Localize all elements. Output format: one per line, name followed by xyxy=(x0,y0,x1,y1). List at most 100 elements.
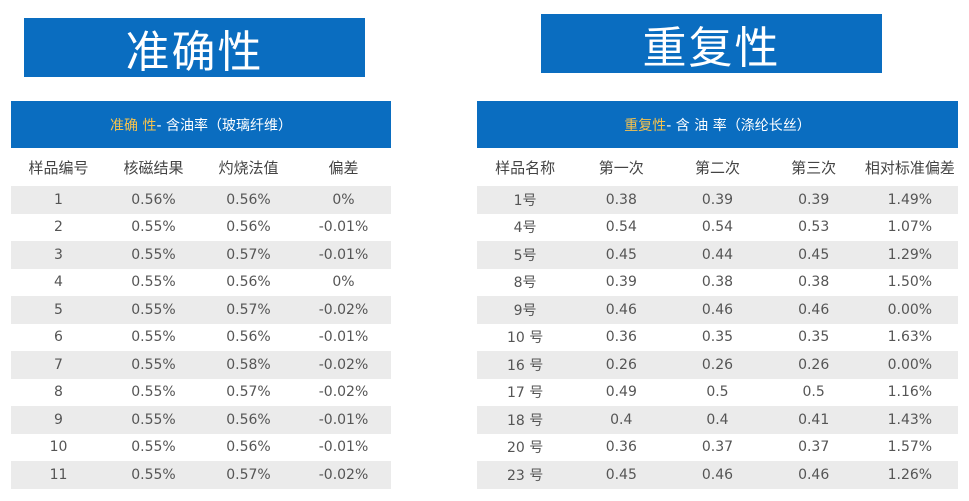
table-cell: 0.00% xyxy=(861,296,958,324)
table-cell: -0.02% xyxy=(296,351,391,379)
table-cell: -0.01% xyxy=(296,241,391,269)
table-row: 11 0.55% 0.57% -0.02% xyxy=(11,461,391,489)
table-cell: 0.36 xyxy=(573,323,670,351)
table-row: 10 0.55% 0.56% -0.01% xyxy=(11,433,391,461)
table-cell: 1.07% xyxy=(861,213,958,241)
table-cell: 0.56% xyxy=(201,268,296,296)
table-row: 18 号 0.4 0.4 0.41 1.43% xyxy=(477,406,958,434)
table-cell: 0.53 xyxy=(765,213,862,241)
column-header: 样品编号 xyxy=(28,158,89,177)
table-cell: 0.26 xyxy=(765,351,862,379)
table-cell: 0.4 xyxy=(669,406,766,434)
column-header: 第一次 xyxy=(598,158,644,177)
table-cell: 4号 xyxy=(477,213,574,241)
table-cell: 1 xyxy=(11,186,106,214)
table-cell: 0.56% xyxy=(106,186,201,214)
table-cell: 11 xyxy=(11,461,106,489)
table-cell: -0.01% xyxy=(296,406,391,434)
table-cell: 0.26 xyxy=(573,351,670,379)
table-row: 3 0.55% 0.57% -0.01% xyxy=(11,241,391,269)
column-header: 样品名称 xyxy=(495,158,556,177)
table-cell: 0.58% xyxy=(201,351,296,379)
table-cell: 1.16% xyxy=(861,378,958,406)
table-cell: 1.63% xyxy=(861,323,958,351)
column-header: 灼烧法值 xyxy=(218,158,279,177)
table-cell: 0.46 xyxy=(765,461,862,489)
table-cell: 0.44 xyxy=(669,241,766,269)
table-cell: 0.56% xyxy=(201,406,296,434)
table-cell: 0.5 xyxy=(765,378,862,406)
repeatability-panel: 重复性 - 含 油 率（涤纶长丝） 样品名称 第一次 第二次 第三次 相对标准偏差… xyxy=(477,101,958,489)
table-cell: 0.26 xyxy=(669,351,766,379)
table-cell: 9 xyxy=(11,406,106,434)
table-row: 6 0.55% 0.56% -0.01% xyxy=(11,323,391,351)
table-cell: 0.55% xyxy=(106,323,201,351)
table-cell: 0.54 xyxy=(573,213,670,241)
table-cell: 18 号 xyxy=(477,406,574,434)
repeatability-header-row: 样品名称 第一次 第二次 第三次 相对标准偏差 xyxy=(477,148,958,186)
accuracy-table-title: 准确 性- 含油率（玻璃纤维） xyxy=(11,101,391,148)
table-cell: 0.55% xyxy=(106,241,201,269)
table-cell: 0% xyxy=(296,268,391,296)
table-row: 8号 0.39 0.38 0.38 1.50% xyxy=(477,268,958,296)
table-cell: 0.55% xyxy=(106,406,201,434)
column-header: 核磁结果 xyxy=(123,158,184,177)
table-cell: 0.38 xyxy=(573,186,670,214)
table-cell: 0.35 xyxy=(765,323,862,351)
table-cell: 10 号 xyxy=(477,323,574,351)
table-row: 20 号 0.36 0.37 0.37 1.57% xyxy=(477,433,958,461)
table-cell: 16 号 xyxy=(477,351,574,379)
table-cell: 2 xyxy=(11,213,106,241)
repeatability-title-highlight: 重复性 xyxy=(624,117,667,134)
table-cell: 1.26% xyxy=(861,461,958,489)
table-row: 8 0.55% 0.57% -0.02% xyxy=(11,378,391,406)
table-row: 4 0.55% 0.56% 0% xyxy=(11,268,391,296)
accuracy-banner-title: 准确性 xyxy=(125,26,264,78)
repeatability-table: 样品名称 第一次 第二次 第三次 相对标准偏差 1号 0.38 0.39 0.39 1.… xyxy=(477,148,958,489)
table-row: 10 号 0.36 0.35 0.35 1.63% xyxy=(477,323,958,351)
table-row: 1号 0.38 0.39 0.39 1.49% xyxy=(477,186,958,214)
table-row: 7 0.55% 0.58% -0.02% xyxy=(11,351,391,379)
table-cell: 0.46 xyxy=(669,461,766,489)
accuracy-table: 样品编号 核磁结果 灼烧法值 偏差 1 0.56% 0.56% 0% 2 0.55% 0.5… xyxy=(11,148,391,489)
table-cell: 0.46 xyxy=(765,296,862,324)
table-cell: 17 号 xyxy=(477,378,574,406)
accuracy-panel: 准确 性- 含油率（玻璃纤维） 样品编号 核磁结果 灼烧法值 偏差 1 0.56%… xyxy=(11,101,391,489)
column-header: 第三次 xyxy=(791,158,837,177)
table-cell: 0.00% xyxy=(861,351,958,379)
table-row: 5 0.55% 0.57% -0.02% xyxy=(11,296,391,324)
table-cell: 0.55% xyxy=(106,378,201,406)
table-cell: 1.49% xyxy=(861,186,958,214)
table-cell: 0.36 xyxy=(573,433,670,461)
table-cell: 0.5 xyxy=(669,378,766,406)
table-cell: -0.02% xyxy=(296,296,391,324)
table-cell: 0.35 xyxy=(669,323,766,351)
repeatability-banner-title: 重复性 xyxy=(642,22,781,74)
table-cell: 0.38 xyxy=(669,268,766,296)
table-cell: 0.55% xyxy=(106,461,201,489)
repeatability-banner: 重复性 xyxy=(541,14,882,74)
accuracy-banner: 准确性 xyxy=(24,18,365,78)
table-cell: 0.45 xyxy=(573,461,670,489)
table-cell: 0.57% xyxy=(201,378,296,406)
table-cell: 0.56% xyxy=(201,186,296,214)
column-header: 相对标准偏差 xyxy=(864,158,955,177)
table-row: 4号 0.54 0.54 0.53 1.07% xyxy=(477,213,958,241)
table-cell: 1号 xyxy=(477,186,574,214)
table-cell: 5号 xyxy=(477,241,574,269)
table-cell: 0.46 xyxy=(669,296,766,324)
accuracy-title-rest: - 含油率（玻璃纤维） xyxy=(156,117,292,134)
table-cell: 0.41 xyxy=(765,406,862,434)
table-cell: 8 xyxy=(11,378,106,406)
table-row: 17 号 0.49 0.5 0.5 1.16% xyxy=(477,378,958,406)
table-cell: 0.55% xyxy=(106,351,201,379)
table-cell: 0.37 xyxy=(765,433,862,461)
table-cell: 0.57% xyxy=(201,461,296,489)
table-cell: 0.39 xyxy=(669,186,766,214)
repeatability-title-rest: - 含 油 率（涤纶长丝） xyxy=(666,117,811,134)
table-cell: 0.54 xyxy=(669,213,766,241)
table-cell: 1.50% xyxy=(861,268,958,296)
table-cell: 0.46 xyxy=(573,296,670,324)
table-cell: 0.45 xyxy=(573,241,670,269)
table-cell: 20 号 xyxy=(477,433,574,461)
